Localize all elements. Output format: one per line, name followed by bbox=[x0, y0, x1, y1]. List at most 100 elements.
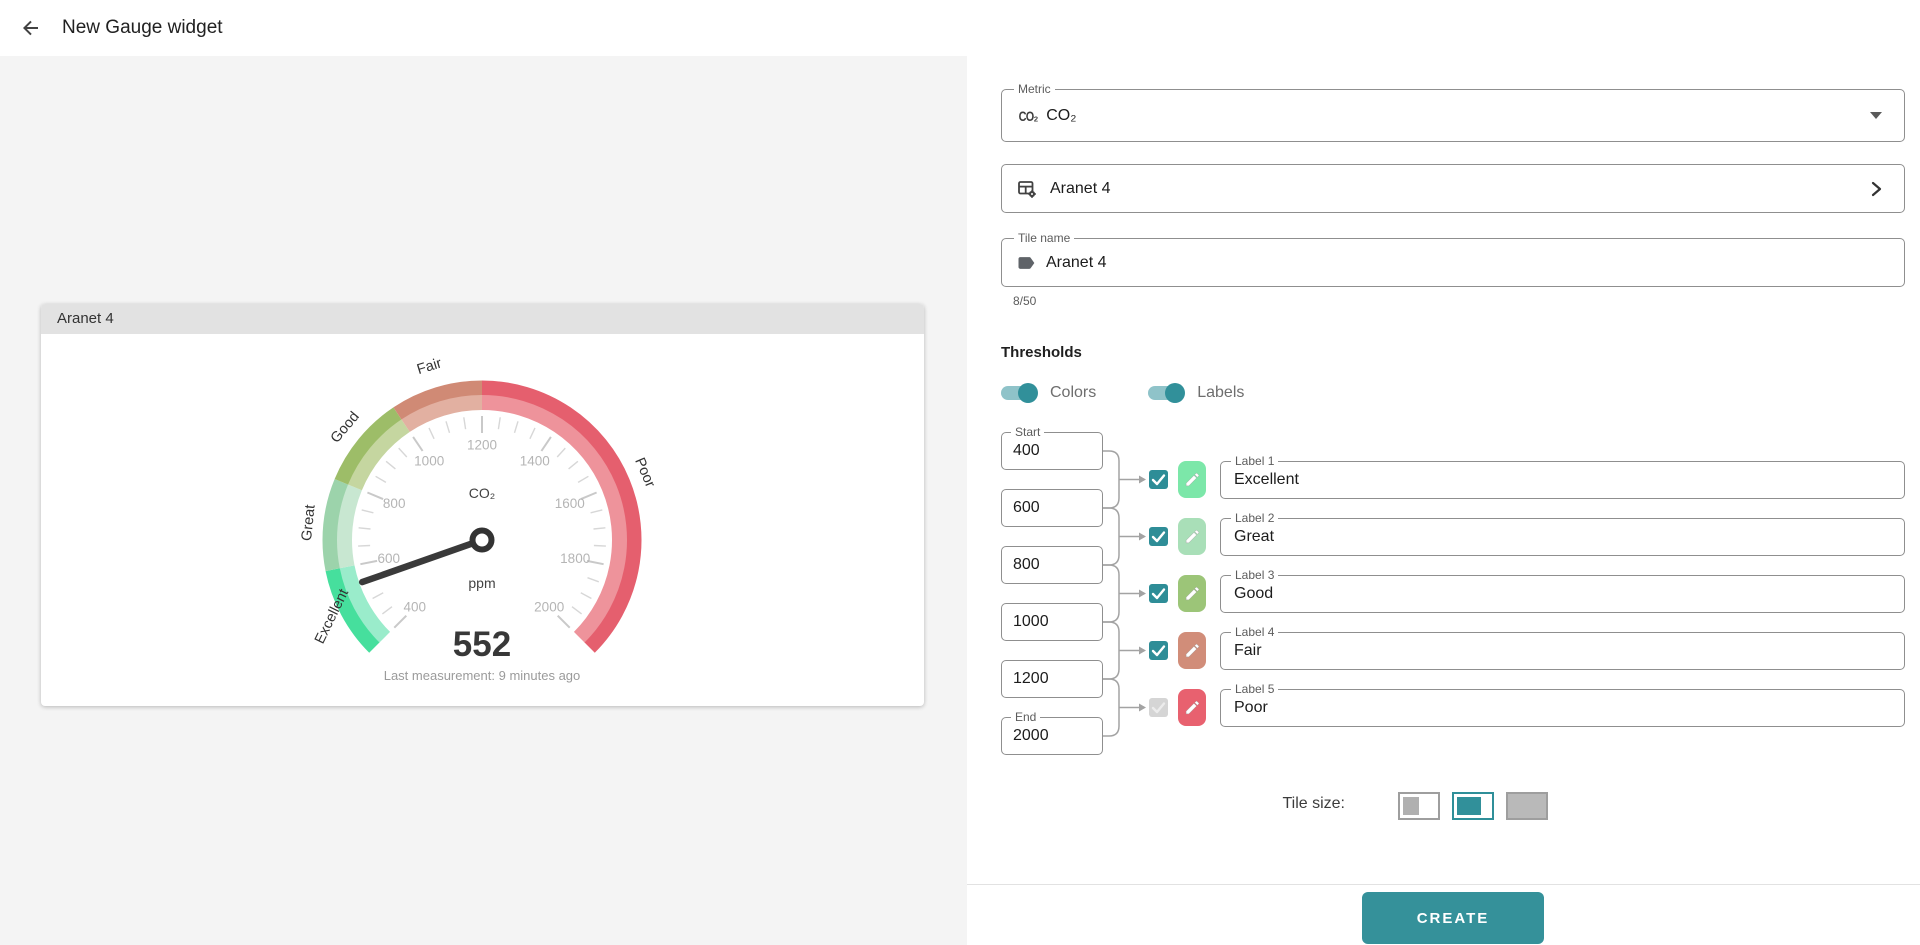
tile-name-input[interactable]: Tile name Aranet 4 bbox=[1001, 231, 1905, 287]
gauge-tick-label: 600 bbox=[378, 551, 401, 566]
range-checkbox-4[interactable] bbox=[1149, 641, 1168, 660]
co2-icon: CO₂ bbox=[1018, 107, 1039, 124]
gauge-needle-hub bbox=[469, 527, 495, 553]
tile-size-row: Tile size: bbox=[967, 792, 1905, 820]
toggle-thumb bbox=[1018, 383, 1038, 403]
range-connectors bbox=[1103, 450, 1146, 737]
range-label-legend: Label 4 bbox=[1231, 624, 1279, 639]
gauge-arc-excellent bbox=[325, 568, 380, 653]
labels-toggle[interactable] bbox=[1148, 383, 1186, 403]
range-label-value: Poor bbox=[1234, 698, 1268, 716]
range-checkbox-3[interactable] bbox=[1149, 584, 1168, 603]
gauge-tick-label: 1200 bbox=[467, 438, 497, 453]
labels-toggle-label: Labels bbox=[1197, 384, 1245, 401]
range-label-input-3[interactable]: Label 3 Good bbox=[1220, 567, 1905, 613]
range-label-value: Good bbox=[1234, 584, 1274, 602]
gauge-tick-label: 800 bbox=[383, 496, 406, 511]
range-label-legend: Label 1 bbox=[1231, 453, 1279, 468]
metric-select[interactable]: Metric CO₂ CO₂ bbox=[1001, 82, 1905, 142]
threshold-value-input-1[interactable]: 600 bbox=[1001, 489, 1103, 527]
threshold-value: 1000 bbox=[1013, 613, 1049, 630]
thresholds-heading: Thresholds bbox=[1001, 344, 1082, 361]
threshold-legend: End bbox=[1011, 710, 1041, 724]
gauge-footnote: Last measurement: 9 minutes ago bbox=[384, 668, 581, 683]
range-label-value: Great bbox=[1234, 527, 1275, 545]
chevron-down-icon bbox=[1870, 112, 1882, 119]
threshold-value: 2000 bbox=[1013, 727, 1049, 744]
gauge-chart: 400600800100012001400160018002000Excelle… bbox=[299, 355, 658, 683]
color-edit-button-4[interactable] bbox=[1178, 632, 1206, 669]
range-label-input-5[interactable]: Label 5 Poor bbox=[1220, 681, 1905, 727]
colors-toggle-label: Colors bbox=[1050, 384, 1097, 401]
gauge-segment-label: Fair bbox=[415, 355, 444, 378]
gauge-unit-label: ppm bbox=[468, 575, 495, 591]
check-icon bbox=[1151, 702, 1166, 714]
gauge-tick-label: 1400 bbox=[520, 454, 550, 469]
gauge-arc-great bbox=[322, 478, 349, 572]
tile-title: Aranet 4 bbox=[41, 304, 924, 334]
range-label-legend: Label 2 bbox=[1231, 510, 1279, 525]
color-edit-button-5[interactable] bbox=[1178, 689, 1206, 726]
check-icon bbox=[1151, 531, 1166, 543]
gauge-needle bbox=[358, 536, 486, 586]
color-edit-button-3[interactable] bbox=[1178, 575, 1206, 612]
check-icon bbox=[1151, 645, 1166, 657]
gauge-tick-label: 2000 bbox=[534, 600, 564, 615]
gauge-segment-label: Poor bbox=[631, 455, 658, 490]
tile-size-medium[interactable] bbox=[1452, 792, 1494, 820]
gauge-tick-label: 1600 bbox=[555, 496, 585, 511]
gauge-segment-label: Great bbox=[299, 504, 319, 542]
chevron-right-icon bbox=[1871, 181, 1882, 197]
gauge-metric-label: CO₂ bbox=[469, 485, 495, 501]
back-arrow-icon[interactable] bbox=[19, 16, 43, 40]
tile-size-label: Tile size: bbox=[1282, 795, 1345, 812]
device-widget-icon bbox=[1018, 180, 1036, 198]
range-label-value: Fair bbox=[1234, 641, 1262, 659]
range-label-input-2[interactable]: Label 2 Great bbox=[1220, 510, 1905, 556]
threshold-value: 400 bbox=[1013, 442, 1040, 459]
threshold-value-input-4[interactable]: 1200 bbox=[1001, 660, 1103, 698]
threshold-legend: Start bbox=[1011, 425, 1045, 439]
tile-size-small-fill bbox=[1403, 797, 1419, 815]
device-selector[interactable]: Aranet 4 bbox=[1001, 164, 1905, 213]
range-checkbox-2[interactable] bbox=[1149, 527, 1168, 546]
tile-size-large[interactable] bbox=[1506, 792, 1548, 820]
threshold-value: 1200 bbox=[1013, 670, 1049, 687]
gauge-tick-label: 1800 bbox=[560, 551, 590, 566]
threshold-value-input-3[interactable]: 1000 bbox=[1001, 603, 1103, 641]
page-title: New Gauge widget bbox=[62, 17, 223, 38]
threshold-value-input-end[interactable]: End 2000 bbox=[1001, 710, 1103, 755]
gauge-value: 552 bbox=[453, 625, 511, 664]
range-label-legend: Label 5 bbox=[1231, 681, 1279, 696]
range-label-value: Excellent bbox=[1234, 470, 1299, 488]
range-checkbox-1[interactable] bbox=[1149, 470, 1168, 489]
toggle-thumb bbox=[1165, 383, 1186, 403]
metric-value: CO₂ bbox=[1046, 106, 1077, 124]
gauge-arc-poor bbox=[481, 380, 642, 653]
check-icon bbox=[1151, 588, 1166, 600]
range-checkbox-5 bbox=[1149, 698, 1168, 717]
gauge-arc-good bbox=[334, 407, 402, 485]
config-panel: Metric CO₂ CO₂ Aranet 4 Tile bbox=[967, 56, 1920, 945]
threshold-value-input-start[interactable]: Start 400 bbox=[1001, 425, 1103, 470]
threshold-value-input-2[interactable]: 800 bbox=[1001, 546, 1103, 584]
pencil-icon bbox=[1185, 700, 1199, 715]
color-edit-button-1[interactable] bbox=[1178, 461, 1206, 498]
check-icon bbox=[1151, 474, 1166, 486]
gauge-tick-label: 1000 bbox=[414, 454, 444, 469]
gauge-arc-fair bbox=[393, 380, 483, 420]
pencil-icon bbox=[1185, 529, 1199, 544]
create-button[interactable]: CREATE bbox=[1362, 892, 1544, 944]
page-header: New Gauge widget bbox=[0, 0, 1920, 56]
range-label-input-4[interactable]: Label 4 Fair bbox=[1220, 624, 1905, 670]
tile-size-small[interactable] bbox=[1398, 792, 1440, 820]
colors-toggle[interactable] bbox=[1001, 383, 1038, 403]
device-name: Aranet 4 bbox=[1050, 179, 1111, 197]
threshold-value: 600 bbox=[1013, 499, 1040, 516]
footer-divider bbox=[967, 884, 1920, 885]
threshold-value: 800 bbox=[1013, 556, 1040, 573]
range-label-input-1[interactable]: Label 1 Excellent bbox=[1220, 453, 1905, 499]
char-counter: 8/50 bbox=[1013, 294, 1037, 308]
color-edit-button-2[interactable] bbox=[1178, 518, 1206, 555]
